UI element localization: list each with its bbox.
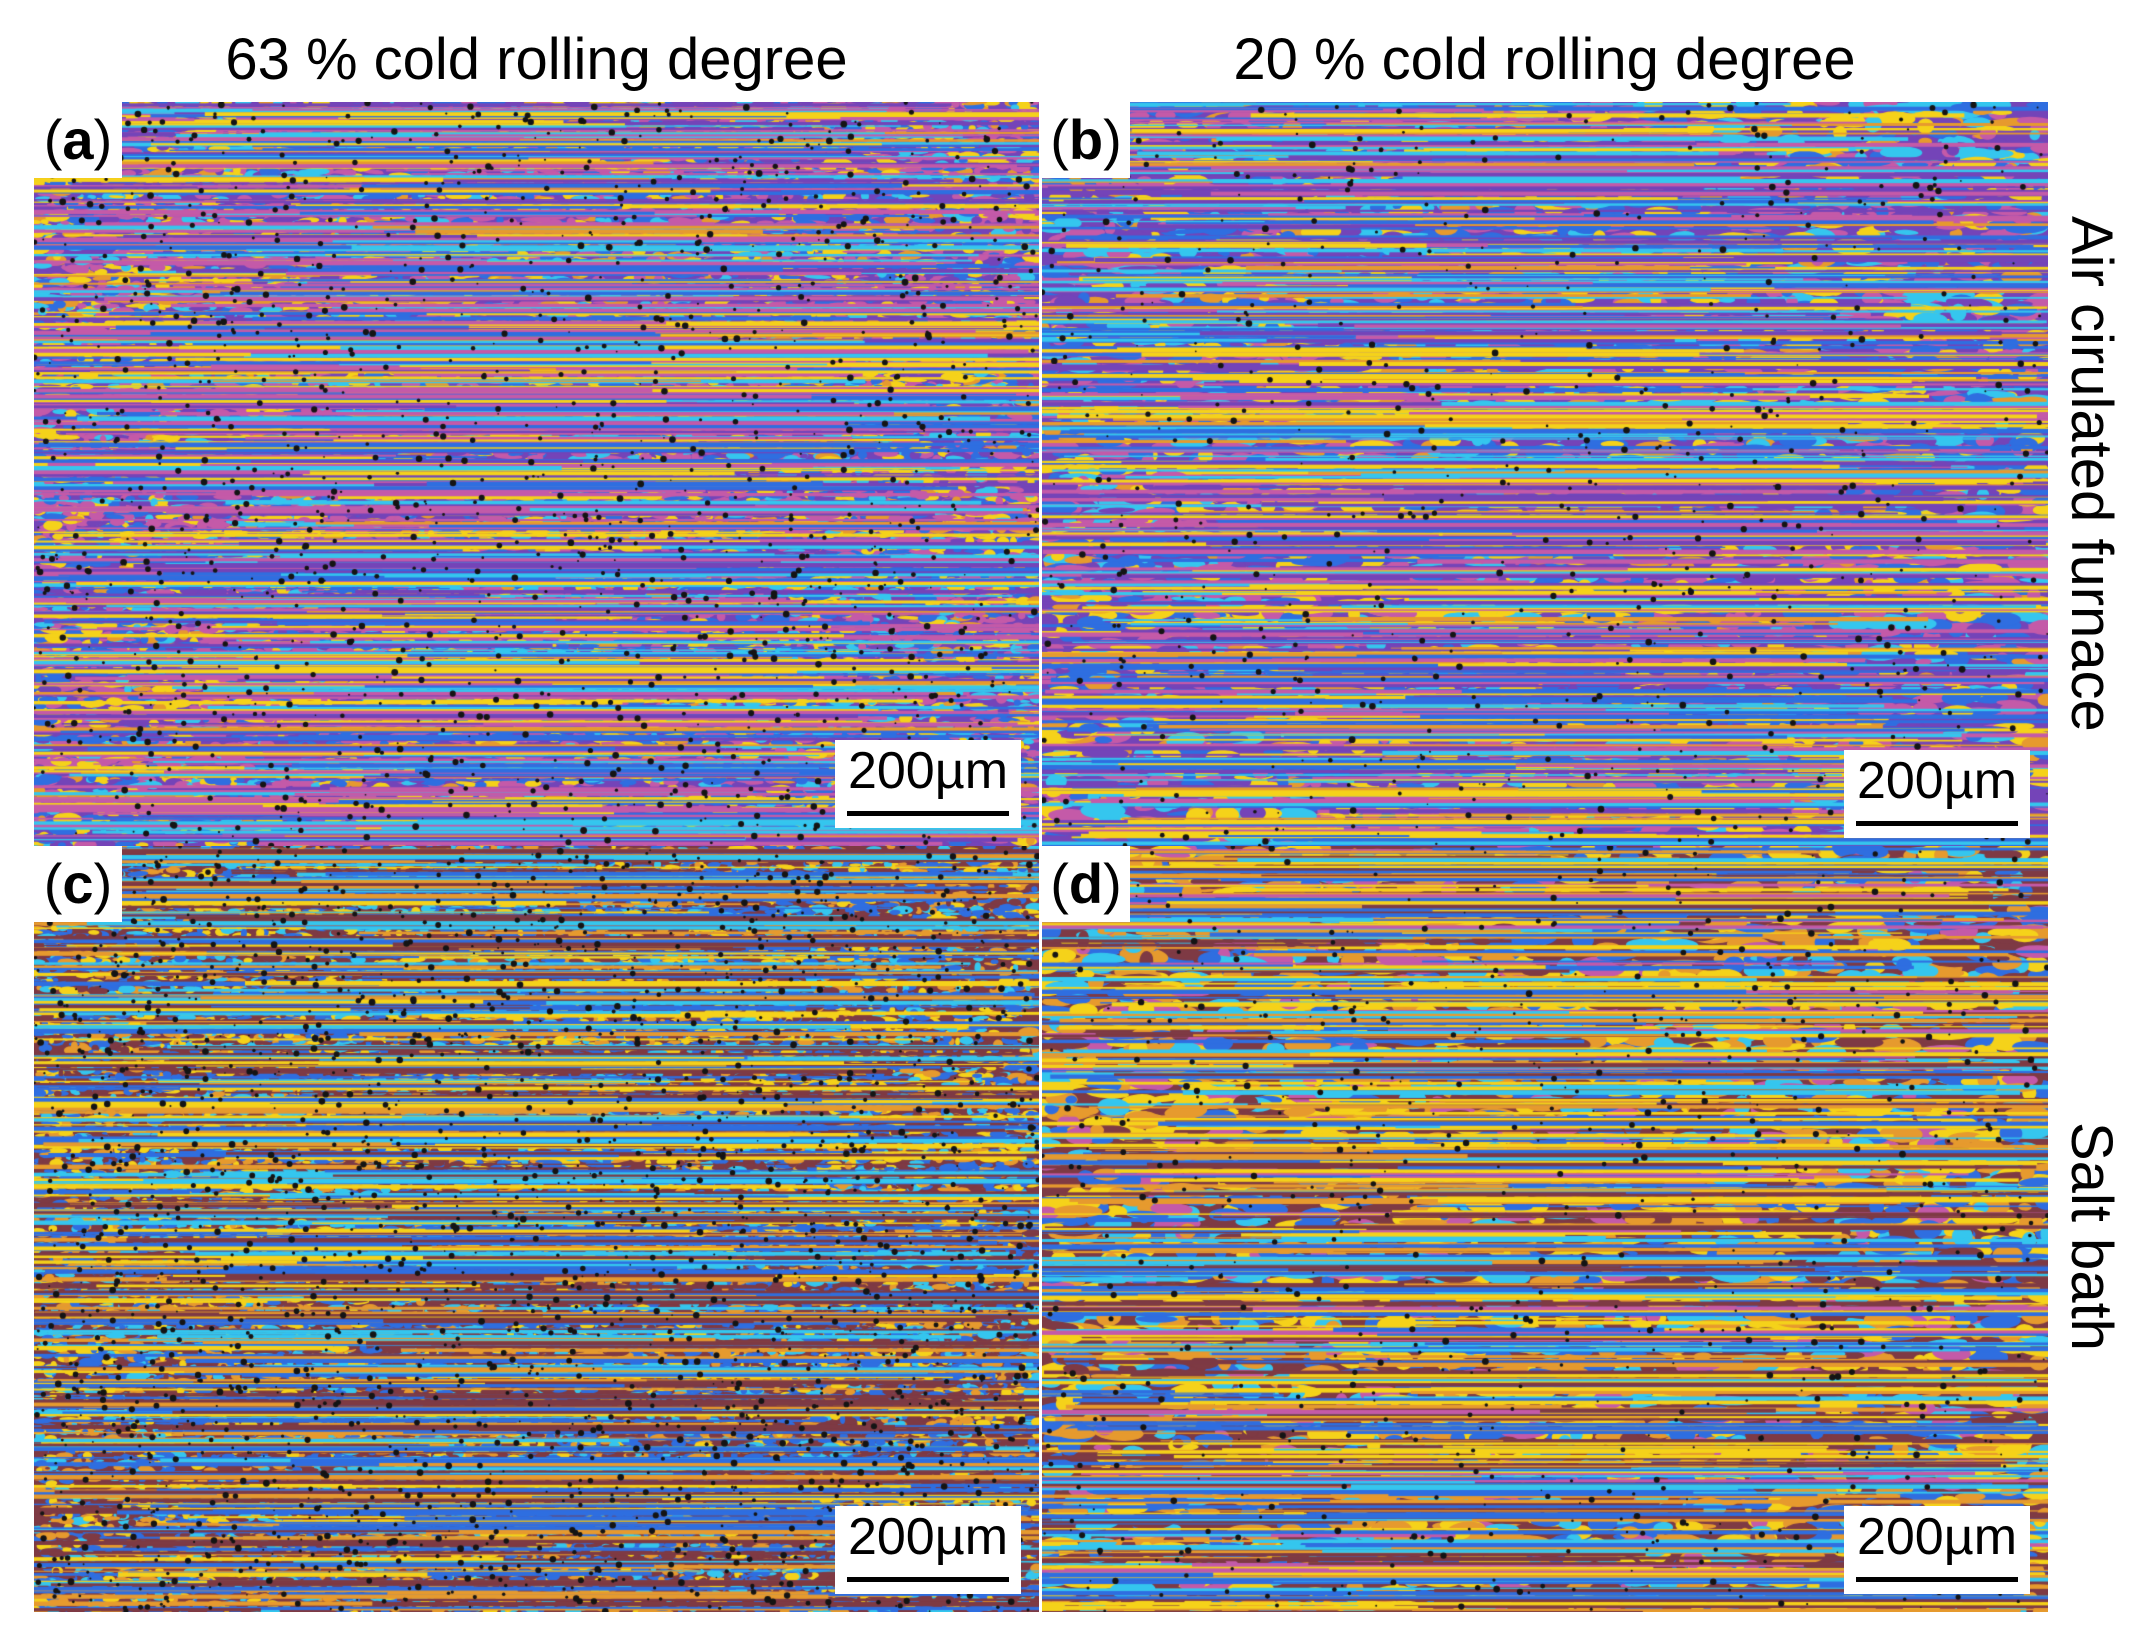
panel-letter-d: (d) bbox=[1042, 846, 1130, 922]
panel-letter-c: (c) bbox=[34, 846, 122, 922]
row-label-bottom: Salt bath bbox=[2059, 1121, 2124, 1351]
column-title-right: 20 % cold rolling degree bbox=[1233, 27, 1856, 92]
micrograph-image-b bbox=[1042, 102, 2048, 846]
micrograph-image-c bbox=[34, 846, 1039, 1612]
scale-bar-c: 200µm bbox=[835, 1506, 1021, 1594]
scale-bar-b: 200µm bbox=[1844, 750, 2030, 838]
micrograph-image-d bbox=[1042, 846, 2048, 1612]
scale-bar-label-c: 200µm bbox=[847, 1508, 1009, 1566]
scale-bar-a: 200µm bbox=[835, 740, 1021, 828]
panel-letter-a: (a) bbox=[34, 102, 122, 178]
scale-bar-line-b bbox=[1856, 821, 2018, 826]
micrograph-panel-d: (d) 200µm bbox=[1042, 846, 2048, 1612]
scale-bar-label-d: 200µm bbox=[1856, 1508, 2018, 1566]
column-title-left: 63 % cold rolling degree bbox=[225, 27, 848, 92]
micrograph-panel-b: (b) 200µm bbox=[1042, 102, 2048, 846]
scale-bar-line-a bbox=[847, 811, 1009, 816]
scale-bar-line-d bbox=[1856, 1577, 2018, 1582]
scale-bar-d: 200µm bbox=[1844, 1506, 2030, 1594]
row-label-top: Air cirulated furnace bbox=[2059, 216, 2124, 732]
scale-bar-line-c bbox=[847, 1577, 1009, 1582]
scale-bar-label-a: 200µm bbox=[847, 742, 1009, 800]
micrograph-image-a bbox=[34, 102, 1039, 846]
micrograph-panel-c: (c) 200µm bbox=[34, 846, 1039, 1612]
scale-bar-label-b: 200µm bbox=[1856, 752, 2018, 810]
micrograph-panel-a: (a) 200µm bbox=[34, 102, 1039, 846]
panel-letter-b: (b) bbox=[1042, 102, 1130, 178]
